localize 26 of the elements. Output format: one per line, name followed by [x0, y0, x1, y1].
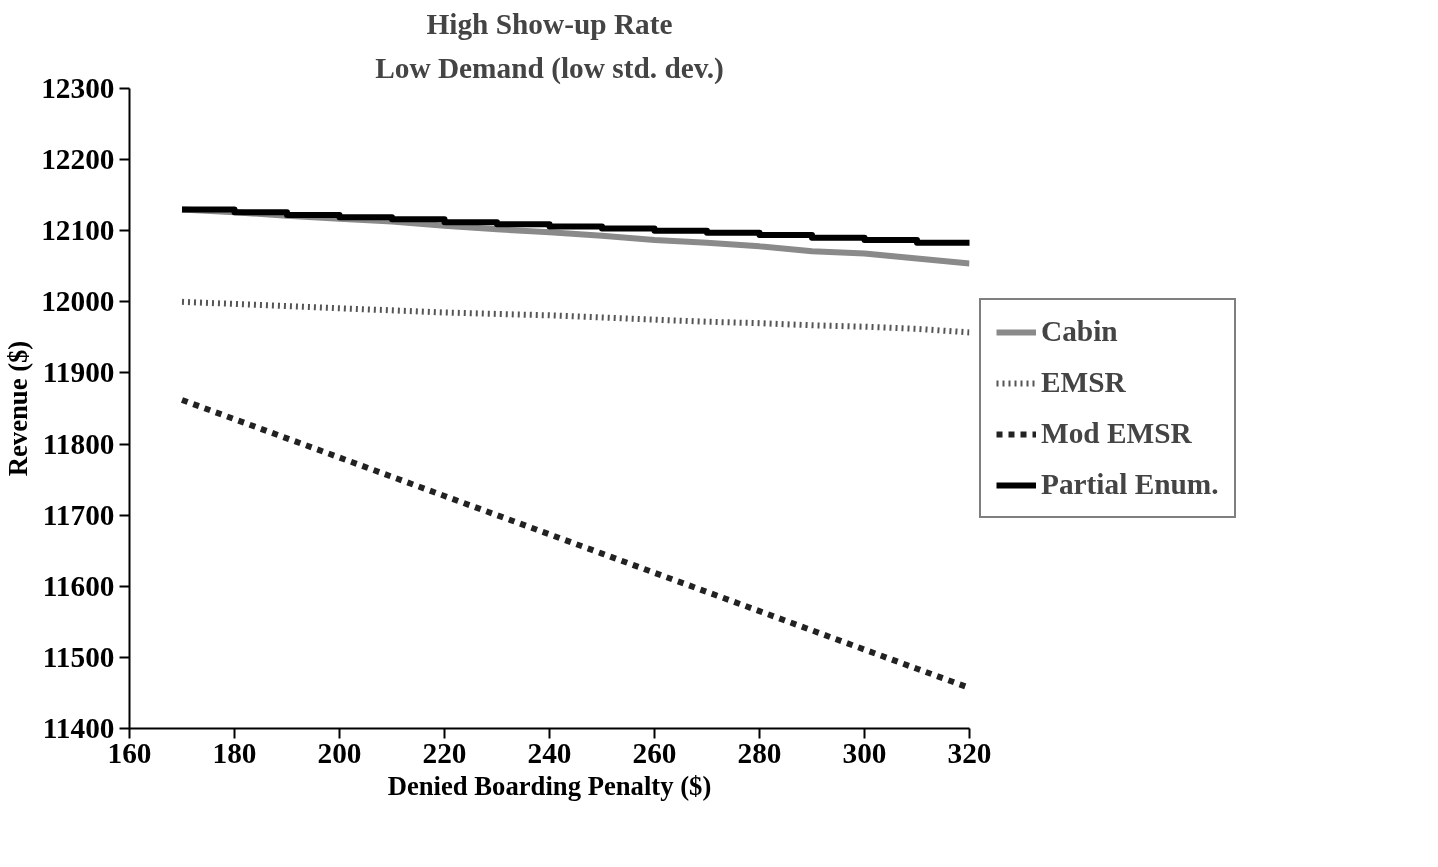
legend-label: Partial Enum. [1041, 468, 1219, 501]
y-tick-label: 11400 [42, 712, 115, 744]
x-tick-label: 200 [317, 736, 362, 769]
y-tick-label: 11800 [42, 427, 115, 460]
legend-label: EMSR [1041, 366, 1126, 399]
y-tick-label: 12100 [41, 214, 115, 247]
y-tick-label: 11500 [42, 640, 115, 673]
x-axis-title: Denied Boarding Penalty ($) [387, 770, 712, 801]
chart-subtitle: Low Demand (low std. dev.) [375, 51, 724, 85]
y-tick-label: 11600 [42, 569, 115, 602]
y-tick-label: 12000 [41, 285, 115, 318]
x-tick-label: 260 [632, 736, 677, 769]
y-axis-title: Revenue ($) [3, 340, 34, 477]
x-tick-label: 300 [842, 736, 887, 769]
x-tick-label: 280 [737, 736, 782, 769]
y-tick-label: 12200 [41, 143, 115, 176]
x-tick-label: 320 [947, 736, 992, 769]
legend-label: Cabin [1041, 315, 1118, 348]
x-tick-label: 220 [422, 736, 467, 769]
x-tick-label: 240 [527, 736, 572, 769]
legend-label: Mod EMSR [1041, 417, 1192, 450]
x-tick-label: 180 [212, 736, 257, 769]
y-tick-label: 12300 [41, 72, 115, 104]
y-tick-label: 11900 [42, 356, 115, 389]
chart-title: High Show-up Rate [426, 7, 673, 40]
y-tick-label: 11700 [42, 498, 115, 531]
